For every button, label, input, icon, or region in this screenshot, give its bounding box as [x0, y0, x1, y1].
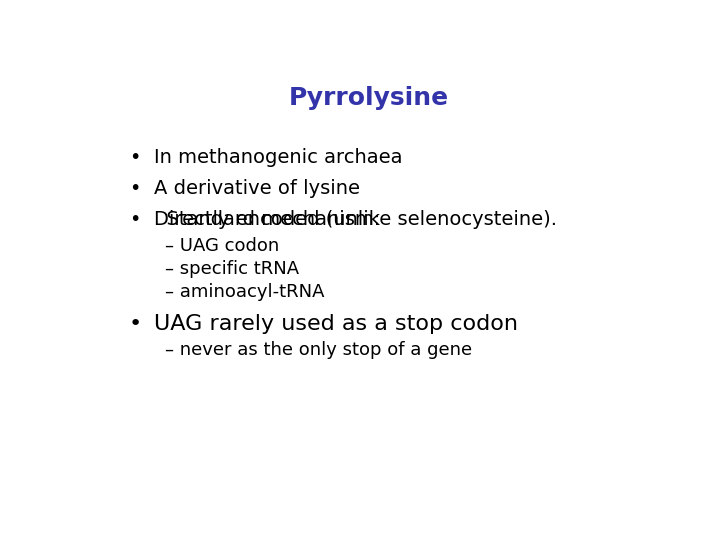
- Text: – UAG codon: – UAG codon: [166, 238, 279, 255]
- Text: •: •: [129, 179, 140, 198]
- Text: – specific tRNA: – specific tRNA: [166, 260, 300, 278]
- Text: •: •: [129, 210, 140, 230]
- Text: Pyrrolysine: Pyrrolysine: [289, 85, 449, 110]
- Text: In methanogenic archaea: In methanogenic archaea: [154, 148, 402, 167]
- Text: – aminoacyl-tRNA: – aminoacyl-tRNA: [166, 283, 325, 301]
- Text: – never as the only stop of a gene: – never as the only stop of a gene: [166, 341, 472, 359]
- Text: UAG rarely used as a stop codon: UAG rarely used as a stop codon: [154, 314, 518, 334]
- Text: A derivative of lysine: A derivative of lysine: [154, 179, 360, 198]
- Text: •: •: [129, 314, 143, 334]
- Text: Standard mechanism:: Standard mechanism:: [154, 210, 380, 230]
- Text: Directly encoded (unlike selenocysteine).: Directly encoded (unlike selenocysteine)…: [154, 210, 557, 230]
- Text: •: •: [129, 148, 140, 167]
